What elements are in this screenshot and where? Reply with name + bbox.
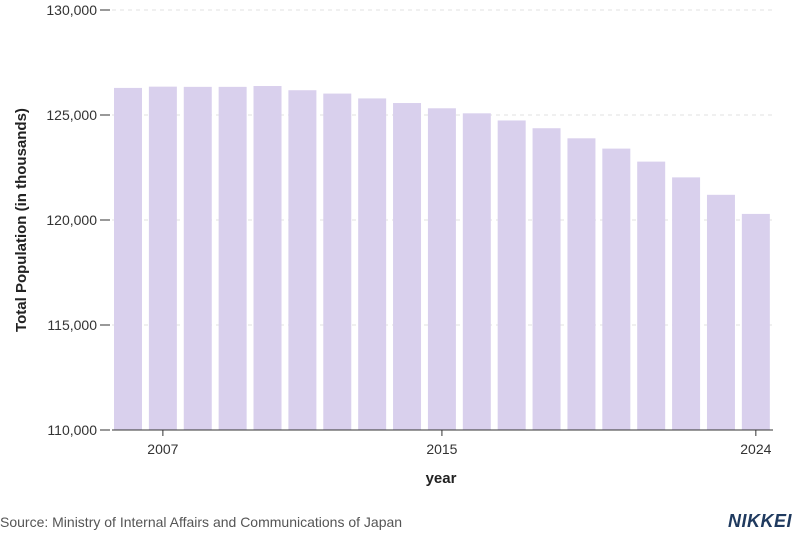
- bar-2006: [114, 87, 142, 430]
- x-tick-label-2015: 2015: [426, 441, 457, 457]
- y-axis-title: Total Population (in thousands): [13, 108, 30, 332]
- bar-2014: [393, 103, 422, 430]
- bar-2009: [218, 86, 247, 431]
- y-tick-label: 125,000: [46, 107, 97, 123]
- y-tick-label: 120,000: [46, 212, 97, 228]
- y-tick-label: 130,000: [46, 2, 97, 18]
- source-note: Source: Ministry of Internal Affairs and…: [0, 514, 403, 530]
- y-tick-label: 110,000: [47, 422, 97, 438]
- bar-2019: [567, 138, 596, 430]
- bar-2011: [288, 90, 317, 430]
- bar-2018: [532, 128, 561, 431]
- y-tick-label: 115,000: [47, 317, 97, 333]
- bar-2017: [497, 120, 526, 431]
- bar-2016: [462, 113, 491, 430]
- bar-2023: [706, 194, 735, 430]
- x-tick-label-2007: 2007: [147, 441, 178, 457]
- bar-2024: [741, 213, 770, 430]
- bar-2010: [253, 86, 282, 431]
- x-axis: 2007 2015 2024: [112, 429, 773, 457]
- bar-2012: [323, 93, 352, 430]
- bar-2007: [148, 86, 177, 431]
- bars: [114, 86, 770, 431]
- bar-2015: [427, 108, 456, 430]
- nikkei-logo: NIKKEI: [727, 511, 792, 531]
- x-axis-title: year: [426, 470, 457, 487]
- bar-2021: [637, 161, 666, 430]
- bar-2008: [183, 86, 212, 431]
- bar-2013: [358, 98, 387, 430]
- x-tick-label-2024: 2024: [740, 441, 771, 457]
- bar-2020: [602, 148, 631, 430]
- bar-2022: [672, 177, 701, 430]
- y-axis: 110,000 115,000 120,000 125,000 130,000: [46, 2, 110, 438]
- population-bar-chart: 110,000 115,000 120,000 125,000 130,000 2007…: [13, 2, 773, 487]
